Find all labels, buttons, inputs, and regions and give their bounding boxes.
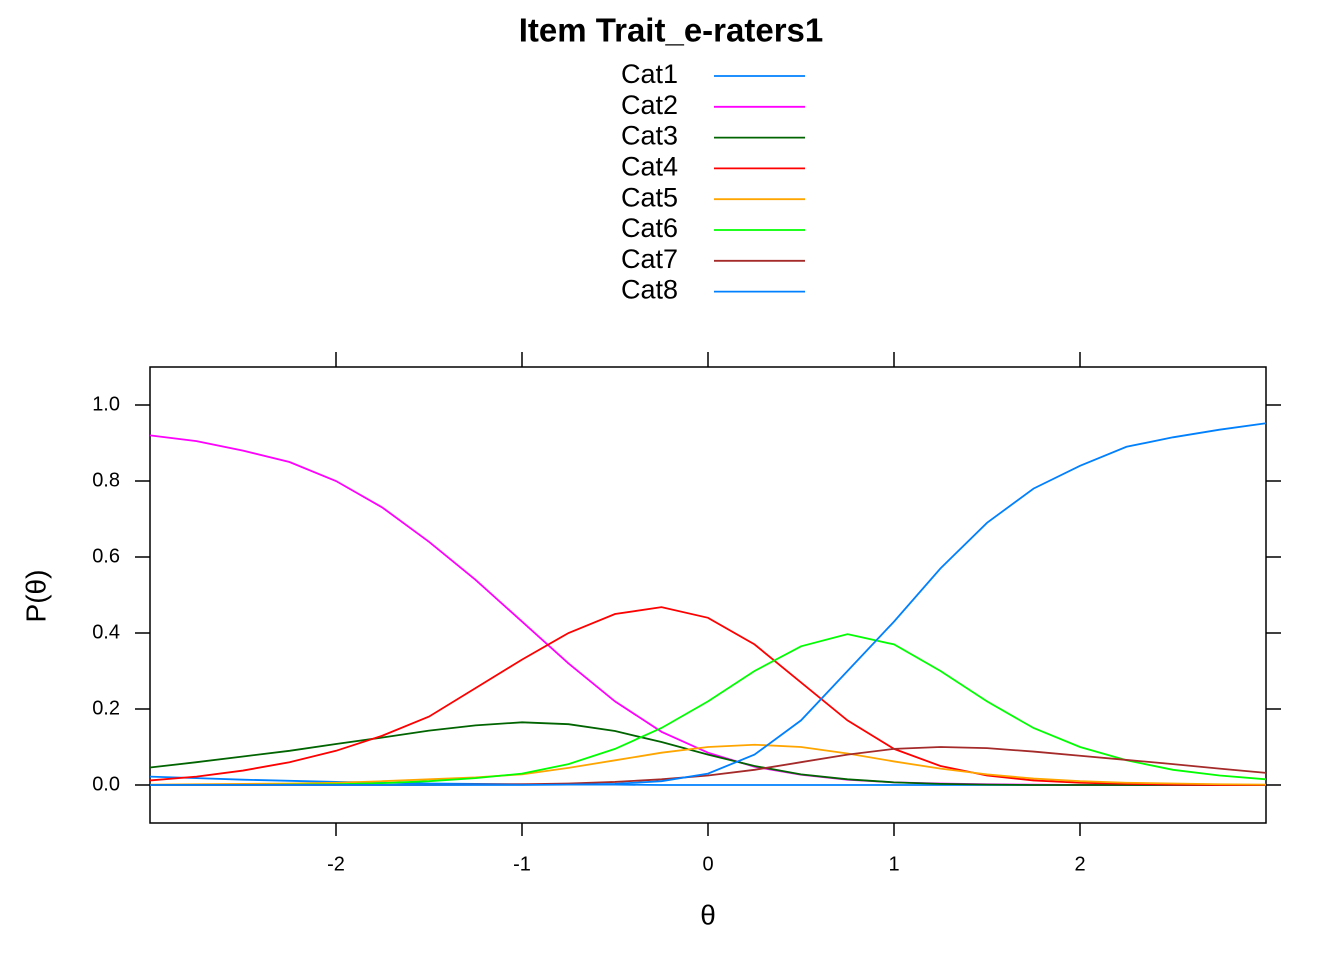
series-line — [149, 434, 1266, 786]
series-line — [149, 606, 1266, 786]
x-axis-label: θ — [700, 899, 716, 930]
legend-label: Cat3 — [621, 121, 678, 151]
y-tick-label: 1.0 — [92, 393, 120, 415]
legend-label: Cat8 — [621, 275, 678, 305]
x-tick-label: 0 — [702, 853, 713, 875]
x-tick-label: 2 — [1074, 853, 1085, 875]
x-tick-label: -1 — [513, 853, 531, 875]
y-tick-label: 0.0 — [92, 773, 120, 795]
legend-label: Cat7 — [621, 244, 678, 274]
legend-label: Cat1 — [621, 59, 678, 89]
series-line — [149, 721, 1266, 786]
y-axis-label: P(θ) — [20, 570, 51, 623]
y-tick-label: 0.8 — [92, 469, 120, 491]
y-tick-label: 0.2 — [92, 697, 120, 719]
series-line — [150, 633, 1267, 786]
y-tick-label: 0.6 — [92, 545, 120, 567]
y-tick-label: 0.4 — [92, 621, 120, 643]
legend-label: Cat4 — [621, 152, 678, 182]
x-tick-label: -2 — [327, 853, 345, 875]
series-line — [149, 743, 1267, 786]
x-tick-label: 1 — [888, 853, 899, 875]
legend-label: Cat5 — [621, 182, 678, 212]
legend-label: Cat2 — [621, 90, 678, 120]
chart-title: Item Trait_e-raters1 — [519, 12, 824, 49]
legend-label: Cat6 — [621, 213, 678, 243]
series-line — [150, 422, 1267, 786]
